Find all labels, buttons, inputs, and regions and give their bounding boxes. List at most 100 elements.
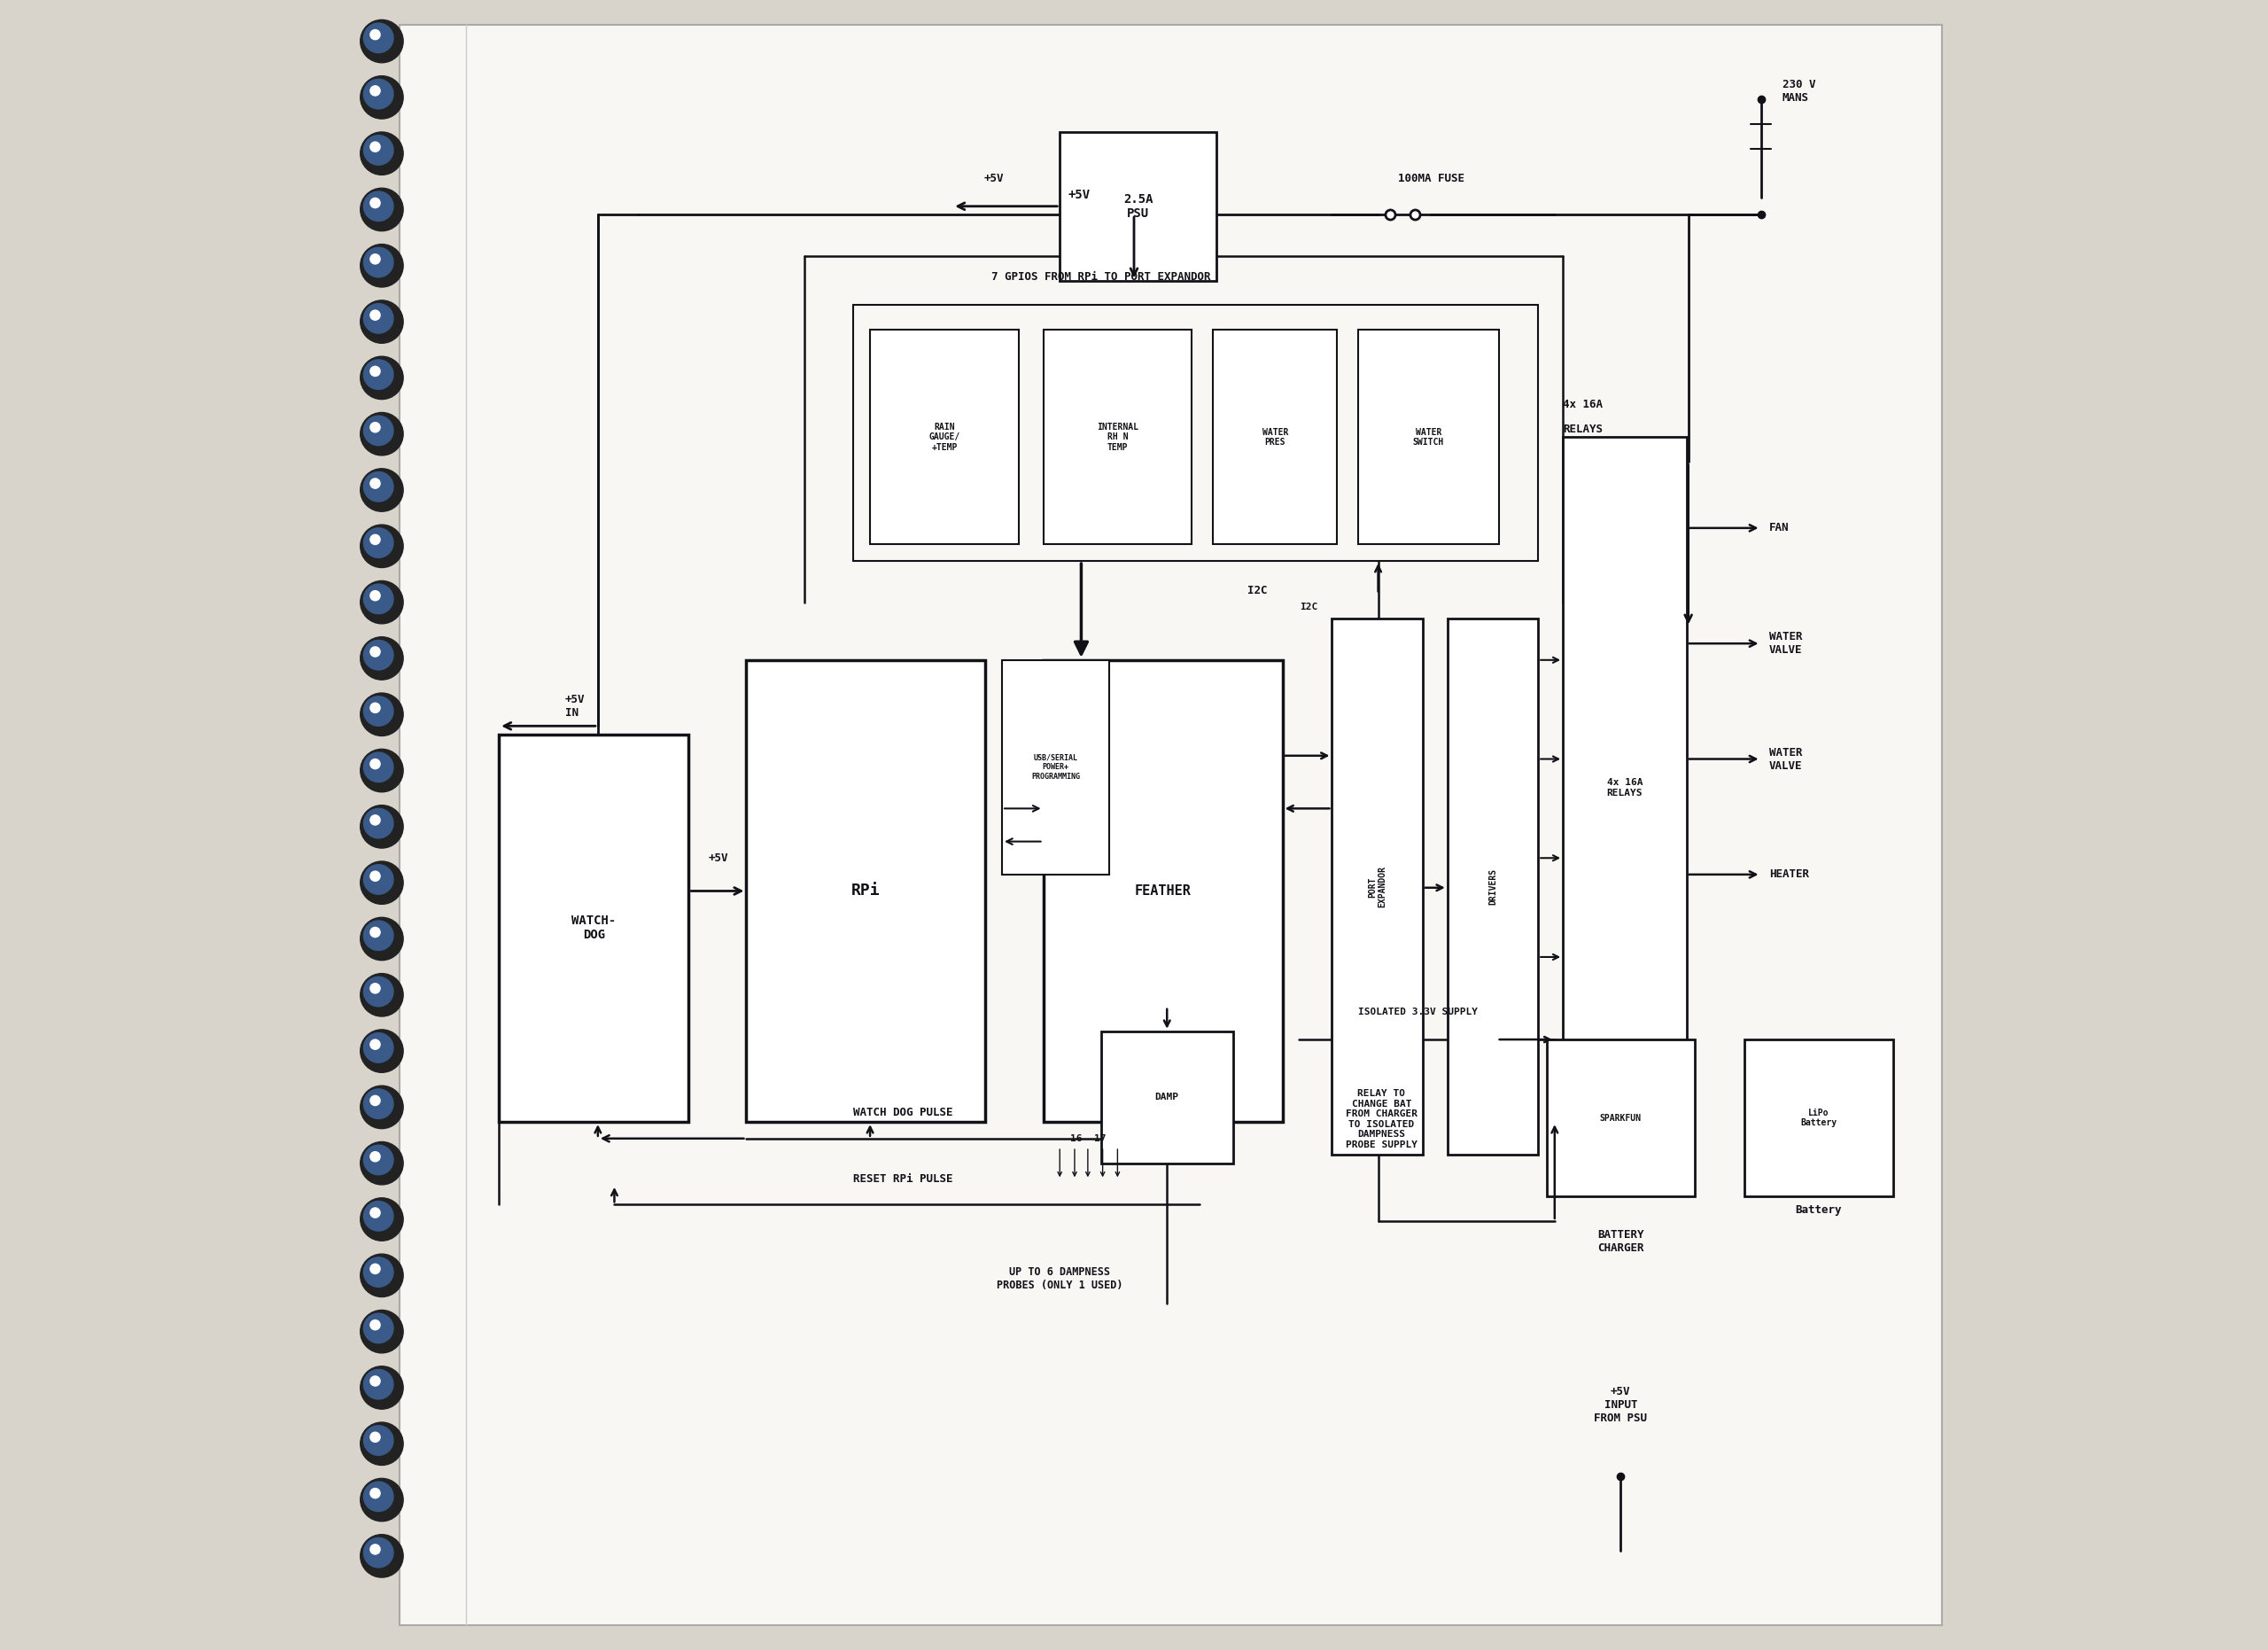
- Circle shape: [363, 696, 392, 726]
- Circle shape: [370, 422, 381, 432]
- Text: 4x 16A
RELAYS: 4x 16A RELAYS: [1606, 779, 1642, 797]
- Text: FEATHER: FEATHER: [1134, 884, 1191, 898]
- Circle shape: [370, 535, 381, 544]
- FancyBboxPatch shape: [1043, 660, 1281, 1122]
- Text: DAMP: DAMP: [1154, 1092, 1179, 1102]
- Text: WATER
VALVE: WATER VALVE: [1769, 630, 1803, 657]
- Circle shape: [361, 861, 404, 904]
- Circle shape: [361, 1030, 404, 1072]
- Circle shape: [363, 921, 392, 950]
- Circle shape: [370, 478, 381, 488]
- Circle shape: [370, 1096, 381, 1106]
- Circle shape: [361, 1478, 404, 1521]
- Text: RAIN
GAUGE/
+TEMP: RAIN GAUGE/ +TEMP: [928, 422, 959, 452]
- Text: RPi: RPi: [850, 883, 880, 899]
- Text: 2.5A
PSU: 2.5A PSU: [1123, 193, 1152, 219]
- Circle shape: [363, 472, 392, 502]
- Circle shape: [370, 198, 381, 208]
- Text: 230 V
MANS: 230 V MANS: [1783, 79, 1814, 104]
- Circle shape: [363, 1538, 392, 1567]
- Circle shape: [361, 693, 404, 736]
- Circle shape: [361, 1198, 404, 1241]
- Text: RELAY TO
CHANGE BAT
FROM CHARGER
TO ISOLATED
DAMPNESS
PROBE SUPPLY: RELAY TO CHANGE BAT FROM CHARGER TO ISOL…: [1345, 1089, 1418, 1150]
- Circle shape: [370, 871, 381, 881]
- Circle shape: [361, 1534, 404, 1577]
- Circle shape: [363, 977, 392, 1006]
- Circle shape: [363, 1313, 392, 1343]
- Circle shape: [370, 927, 381, 937]
- Circle shape: [361, 917, 404, 960]
- Circle shape: [363, 1033, 392, 1063]
- Circle shape: [370, 1152, 381, 1162]
- Circle shape: [363, 752, 392, 782]
- Circle shape: [370, 703, 381, 713]
- Circle shape: [363, 360, 392, 389]
- Circle shape: [370, 1264, 381, 1274]
- FancyBboxPatch shape: [1213, 330, 1336, 544]
- Text: UP TO 6 DAMPNESS
PROBES (ONLY 1 USED): UP TO 6 DAMPNESS PROBES (ONLY 1 USED): [996, 1266, 1123, 1292]
- Text: RELAYS: RELAYS: [1563, 424, 1603, 434]
- Circle shape: [361, 1254, 404, 1297]
- Circle shape: [370, 1208, 381, 1218]
- Text: DRIVERS: DRIVERS: [1488, 868, 1497, 906]
- Circle shape: [363, 1257, 392, 1287]
- Text: WATER
VALVE: WATER VALVE: [1769, 746, 1803, 772]
- Circle shape: [370, 1320, 381, 1330]
- Circle shape: [370, 1376, 381, 1386]
- FancyBboxPatch shape: [1547, 1040, 1694, 1196]
- Circle shape: [363, 23, 392, 53]
- Circle shape: [363, 1145, 392, 1175]
- Circle shape: [363, 1201, 392, 1231]
- Circle shape: [370, 86, 381, 96]
- Text: Battery: Battery: [1796, 1204, 1842, 1216]
- FancyBboxPatch shape: [399, 25, 1941, 1625]
- Circle shape: [370, 759, 381, 769]
- Text: WATCH DOG PULSE: WATCH DOG PULSE: [853, 1107, 953, 1119]
- Text: +5V: +5V: [708, 853, 728, 863]
- Circle shape: [361, 356, 404, 399]
- Circle shape: [370, 142, 381, 152]
- Circle shape: [361, 132, 404, 175]
- Text: INTERNAL
RH N
TEMP: INTERNAL RH N TEMP: [1098, 422, 1139, 452]
- Circle shape: [363, 304, 392, 333]
- Circle shape: [363, 248, 392, 277]
- Text: FAN: FAN: [1769, 523, 1789, 533]
- Text: +5V: +5V: [1068, 188, 1091, 201]
- Text: +5V
IN: +5V IN: [565, 693, 585, 719]
- FancyBboxPatch shape: [1043, 330, 1191, 544]
- Circle shape: [363, 865, 392, 894]
- Text: USB/SERIAL
POWER+
PROGRAMMING: USB/SERIAL POWER+ PROGRAMMING: [1032, 754, 1080, 780]
- Circle shape: [361, 188, 404, 231]
- Circle shape: [361, 1422, 404, 1465]
- FancyBboxPatch shape: [1331, 619, 1422, 1155]
- Circle shape: [361, 300, 404, 343]
- Circle shape: [363, 1426, 392, 1455]
- Circle shape: [363, 808, 392, 838]
- Text: WATER
SWITCH: WATER SWITCH: [1413, 427, 1445, 447]
- Text: +5V: +5V: [984, 173, 1005, 183]
- Circle shape: [370, 30, 381, 40]
- Circle shape: [370, 1432, 381, 1442]
- Circle shape: [363, 135, 392, 165]
- Text: I2C: I2C: [1300, 602, 1318, 612]
- Circle shape: [370, 366, 381, 376]
- Circle shape: [370, 1488, 381, 1498]
- Text: ISOLATED 3.3V SUPPLY: ISOLATED 3.3V SUPPLY: [1359, 1008, 1476, 1016]
- Circle shape: [361, 20, 404, 63]
- Circle shape: [363, 528, 392, 558]
- Text: I2C: I2C: [1247, 586, 1268, 596]
- Circle shape: [370, 647, 381, 657]
- Circle shape: [361, 1310, 404, 1353]
- Circle shape: [361, 973, 404, 1016]
- FancyBboxPatch shape: [1744, 1040, 1894, 1196]
- FancyBboxPatch shape: [499, 734, 689, 1122]
- FancyBboxPatch shape: [1002, 660, 1109, 875]
- Text: 100MA FUSE: 100MA FUSE: [1397, 173, 1465, 183]
- Text: SPARKFUN: SPARKFUN: [1599, 1114, 1642, 1122]
- Circle shape: [361, 749, 404, 792]
- Circle shape: [363, 1482, 392, 1511]
- FancyBboxPatch shape: [871, 330, 1018, 544]
- Text: LiPo
Battery: LiPo Battery: [1801, 1109, 1837, 1127]
- FancyBboxPatch shape: [1447, 619, 1538, 1155]
- Circle shape: [370, 254, 381, 264]
